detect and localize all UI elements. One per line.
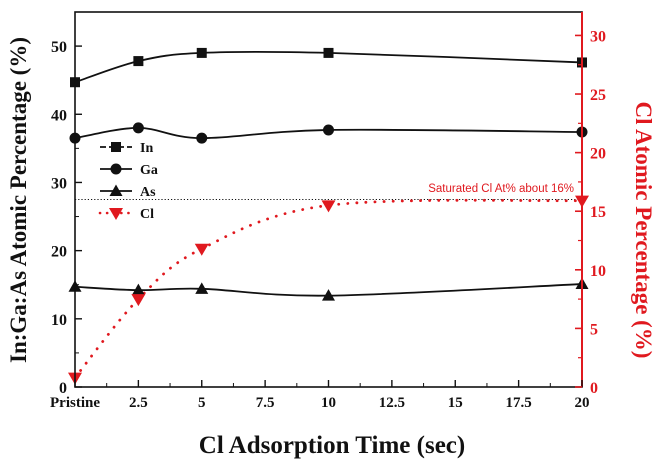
y-left-tick-label-0: 0 — [59, 380, 67, 397]
legend-label-in: In — [140, 141, 153, 156]
point-in-3 — [323, 47, 334, 58]
point-as-2 — [195, 282, 209, 294]
y-left-tick-label-10: 10 — [51, 312, 67, 329]
series-line-in — [74, 50, 583, 84]
series-line-ga — [74, 127, 583, 140]
point-as-3 — [322, 289, 335, 301]
point-cl-3 — [321, 200, 336, 213]
y-right-tick-label-15: 15 — [590, 204, 606, 221]
point-ga-1 — [132, 122, 144, 134]
x-tick-label-pristine: Pristine — [50, 395, 100, 411]
y-right-tick-label-0: 0 — [590, 380, 598, 397]
x-tick-label-2-5: 2.5 — [129, 395, 148, 411]
series-line-cl — [73, 198, 584, 380]
y-left-tick-label-20: 20 — [51, 244, 67, 261]
point-cl-2 — [194, 243, 209, 256]
point-in-2 — [196, 47, 207, 58]
y-left-tick-label-50: 50 — [51, 39, 67, 56]
point-as-1 — [131, 283, 145, 296]
x-tick-label-15: 15 — [448, 395, 463, 411]
point-ga-3 — [323, 124, 334, 136]
y-left-tick-label-30: 30 — [51, 175, 67, 192]
legend-marker-ga — [110, 163, 122, 175]
y-right-tick-label-20: 20 — [590, 146, 606, 163]
legend: In Ga As Cl — [98, 141, 158, 222]
legend-label-as: As — [140, 185, 156, 200]
point-ga-2 — [196, 132, 208, 144]
x-tick-label-7-5: 7.5 — [256, 395, 275, 411]
legend-marker-in — [111, 142, 121, 152]
y-right-tick-label-10: 10 — [590, 263, 606, 280]
x-tick-label-5: 5 — [198, 395, 206, 411]
y-axis-title-left: In:Ga:As Atomic Percentage (%) — [6, 37, 31, 363]
y-axis-title-right: Cl Atomic Percentage (%) — [631, 102, 656, 359]
x-tick-label-12-5: 12.5 — [379, 395, 405, 411]
x-tick-label-20: 20 — [575, 395, 590, 411]
y-left-tick-label-40: 40 — [51, 107, 67, 124]
annotation-saturated-cl: Saturated Cl At% about 16% — [428, 183, 574, 195]
legend-marker-cl — [109, 208, 123, 220]
point-cl-1 — [131, 294, 146, 307]
legend-label-cl: Cl — [140, 207, 154, 222]
y-right-tick-label-5: 5 — [590, 321, 598, 338]
x-tick-label-17-5: 17.5 — [506, 395, 532, 411]
legend-label-ga: Ga — [140, 163, 158, 178]
y-right-tick-label-30: 30 — [590, 28, 606, 45]
x-tick-label-10: 10 — [321, 395, 336, 411]
legend-marker-as — [109, 184, 123, 196]
x-axis-title: Cl Adsorption Time (sec) — [199, 432, 465, 459]
y-right-tick-label-25: 25 — [590, 87, 606, 104]
point-in-1 — [133, 56, 144, 67]
